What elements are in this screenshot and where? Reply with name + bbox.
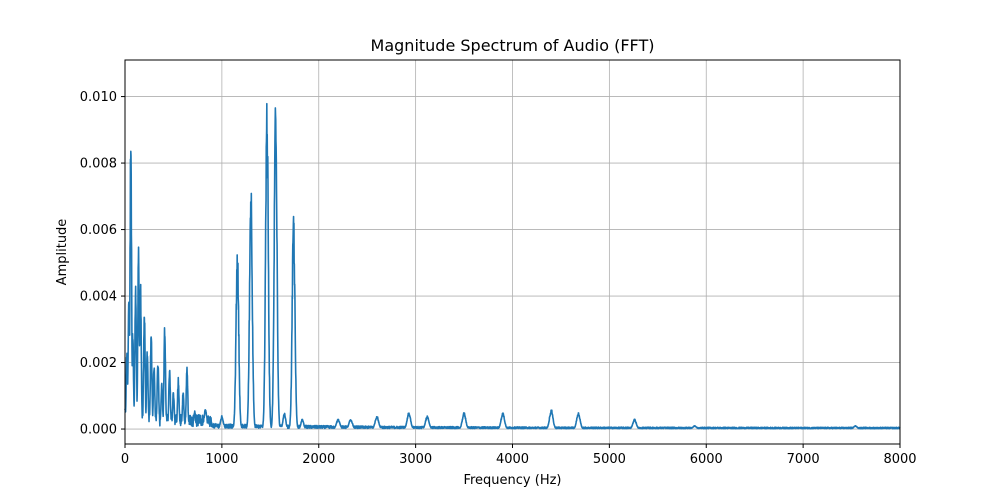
x-tick-label: 7000 (787, 452, 820, 467)
x-tick-label: 4000 (496, 452, 529, 467)
x-tick-label: 6000 (690, 452, 723, 467)
plot-area (124, 102, 901, 430)
y-axis-ticks: 0.000 0.002 0.004 0.006 0.008 0.010 (80, 90, 125, 438)
y-tick-label: 0.002 (80, 356, 117, 371)
x-tick-label: 0 (121, 452, 129, 467)
grid (124, 60, 901, 444)
x-tick-label: 2000 (302, 452, 335, 467)
y-tick-label: 0.004 (80, 290, 117, 305)
x-axis-label: Frequency (Hz) (463, 473, 561, 488)
x-tick-label: 8000 (883, 452, 916, 467)
y-tick-label: 0.010 (80, 90, 117, 105)
x-axis-ticks: 0 1000 2000 3000 4000 5000 6000 7000 8000 (121, 444, 917, 467)
y-tick-label: 0.008 (80, 157, 117, 172)
chart-title: Magnitude Spectrum of Audio (FFT) (371, 36, 655, 55)
x-tick-label: 1000 (205, 452, 238, 467)
x-tick-label: 5000 (593, 452, 626, 467)
y-tick-label: 0.006 (80, 223, 117, 238)
y-axis-label: Amplitude (55, 219, 70, 286)
spectrum-series-line (124, 102, 901, 430)
x-tick-label: 3000 (399, 452, 432, 467)
y-tick-label: 0.000 (80, 423, 117, 438)
